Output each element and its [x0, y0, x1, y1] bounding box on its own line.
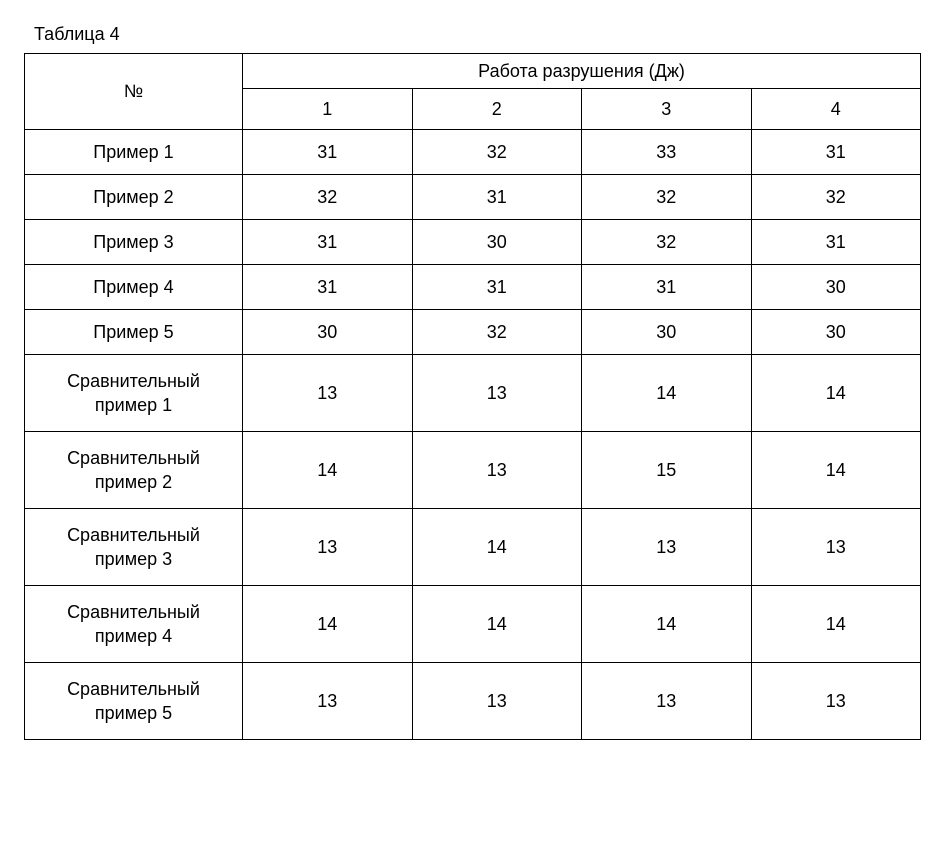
- table-cell: 13: [243, 509, 413, 586]
- row-label: Сравнительныйпример 1: [25, 355, 243, 432]
- table-row: Пример 331303231: [25, 220, 921, 265]
- table-row: Пример 232313232: [25, 175, 921, 220]
- row-header-label: №: [25, 54, 243, 130]
- table-cell: 13: [751, 509, 921, 586]
- row-label: Сравнительныйпример 2: [25, 432, 243, 509]
- row-label: Пример 1: [25, 130, 243, 175]
- table-row: Пример 431313130: [25, 265, 921, 310]
- table-cell: 14: [412, 509, 582, 586]
- table-cell: 32: [412, 310, 582, 355]
- column-header: 1: [243, 89, 413, 130]
- row-label: Пример 4: [25, 265, 243, 310]
- spanning-header: Работа разрушения (Дж): [243, 54, 921, 89]
- table-cell: 14: [582, 355, 752, 432]
- table-row: Сравнительныйпример 214131514: [25, 432, 921, 509]
- table-cell: 14: [412, 586, 582, 663]
- table-cell: 32: [582, 220, 752, 265]
- table-row: Сравнительныйпример 113131414: [25, 355, 921, 432]
- table-caption: Таблица 4: [34, 24, 920, 45]
- table-cell: 30: [243, 310, 413, 355]
- table-cell: 31: [243, 220, 413, 265]
- table-cell: 13: [582, 663, 752, 740]
- row-label: Пример 3: [25, 220, 243, 265]
- table-cell: 31: [243, 130, 413, 175]
- row-label: Сравнительныйпример 3: [25, 509, 243, 586]
- table-cell: 30: [582, 310, 752, 355]
- table-cell: 31: [412, 175, 582, 220]
- table-cell: 32: [582, 175, 752, 220]
- table-body: Пример 131323331Пример 232313232Пример 3…: [25, 130, 921, 740]
- table-cell: 32: [243, 175, 413, 220]
- table-cell: 30: [751, 265, 921, 310]
- data-table: №Работа разрушения (Дж)1234 Пример 13132…: [24, 53, 921, 740]
- row-label: Сравнительныйпример 5: [25, 663, 243, 740]
- table-cell: 13: [582, 509, 752, 586]
- table-row: Сравнительныйпример 313141313: [25, 509, 921, 586]
- table-cell: 30: [412, 220, 582, 265]
- table-row: Пример 530323030: [25, 310, 921, 355]
- table-cell: 33: [582, 130, 752, 175]
- table-row: Сравнительныйпример 513131313: [25, 663, 921, 740]
- table-cell: 32: [751, 175, 921, 220]
- table-cell: 31: [243, 265, 413, 310]
- column-header: 2: [412, 89, 582, 130]
- row-label: Пример 2: [25, 175, 243, 220]
- table-cell: 31: [582, 265, 752, 310]
- table-cell: 31: [412, 265, 582, 310]
- table-row: Сравнительныйпример 414141414: [25, 586, 921, 663]
- table-cell: 13: [243, 663, 413, 740]
- table-cell: 14: [751, 355, 921, 432]
- table-cell: 14: [751, 586, 921, 663]
- column-header: 3: [582, 89, 752, 130]
- table-row: Пример 131323331: [25, 130, 921, 175]
- table-cell: 13: [751, 663, 921, 740]
- table-cell: 14: [582, 586, 752, 663]
- row-label: Сравнительныйпример 4: [25, 586, 243, 663]
- table-head: №Работа разрушения (Дж)1234: [25, 54, 921, 130]
- table-cell: 31: [751, 220, 921, 265]
- table-cell: 14: [243, 586, 413, 663]
- table-cell: 13: [412, 432, 582, 509]
- table-cell: 31: [751, 130, 921, 175]
- table-cell: 15: [582, 432, 752, 509]
- table-cell: 30: [751, 310, 921, 355]
- table-cell: 14: [243, 432, 413, 509]
- table-cell: 13: [243, 355, 413, 432]
- table-cell: 32: [412, 130, 582, 175]
- table-cell: 14: [751, 432, 921, 509]
- row-label: Пример 5: [25, 310, 243, 355]
- table-cell: 13: [412, 663, 582, 740]
- table-cell: 13: [412, 355, 582, 432]
- column-header: 4: [751, 89, 921, 130]
